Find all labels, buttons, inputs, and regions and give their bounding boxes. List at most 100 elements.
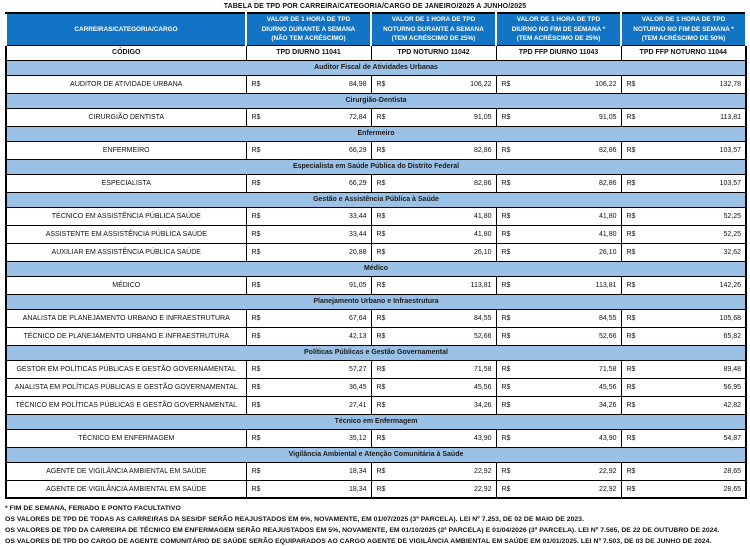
cargo-label: CIRURGIÃO DENTISTA	[5, 107, 247, 127]
code-tpd-ffp-diurno: TPD FFP DIURNO 11043	[495, 44, 622, 61]
value-cell: R$ 89,48	[620, 359, 747, 379]
cargo-label: AGENTE DE VIGILÂNCIA AMBIENTAL EM SAÚDE	[5, 479, 247, 499]
currency-symbol: R$	[626, 383, 636, 391]
value-cell: R$ 71,58	[495, 359, 622, 379]
value-cell: R$ 84,55	[370, 308, 497, 328]
currency-symbol: R$	[626, 146, 636, 154]
currency-symbol: R$	[251, 332, 261, 340]
cargo-label: ANALISTA DE PLANEJAMENTO URBANO E INFRAE…	[5, 308, 247, 328]
amount: 42,13	[348, 332, 367, 340]
value-cell: R$ 54,87	[620, 428, 747, 448]
currency-symbol: R$	[251, 281, 261, 289]
amount: 45,56	[598, 383, 617, 391]
amount: 18,34	[348, 485, 367, 493]
cargo-label: TÉCNICO EM ASSISTÊNCIA PÚBLICA SAÚDE	[5, 206, 247, 226]
currency-symbol: R$	[501, 434, 511, 442]
amount: 113,81	[470, 281, 492, 289]
currency-symbol: R$	[376, 434, 386, 442]
amount: 33,44	[348, 212, 367, 220]
value-cell: R$ 43,90	[495, 428, 622, 448]
code-tpd-ffp-noturno: TPD FFP NOTURNO 11044	[620, 44, 747, 61]
currency-symbol: R$	[501, 467, 511, 475]
table-row: ANALISTA DE PLANEJAMENTO URBANO E INFRAE…	[5, 308, 747, 328]
amount: 105,68	[719, 314, 741, 322]
currency-symbol: R$	[376, 230, 386, 238]
section-title: Gestão e Assistência Pública à Saúde	[5, 191, 747, 208]
section-band-row: Vigilância Ambiental e Atenção Comunitár…	[5, 446, 747, 463]
amount: 45,56	[473, 383, 492, 391]
amount: 36,45	[348, 383, 367, 391]
value-cell: R$ 66,29	[245, 173, 372, 193]
table-row: ESPECIALISTA R$ 66,29 R$ 82,86 R$ 82,86 R$ 103,5…	[5, 173, 747, 193]
amount: 142,26	[719, 281, 741, 289]
currency-symbol: R$	[501, 212, 511, 220]
currency-symbol: R$	[626, 179, 636, 187]
col-header-carreiras: CARREIRAS/CATEGORIA/CARGO	[5, 11, 247, 46]
amount: 22,92	[598, 467, 617, 475]
cargo-label: ANALISTA EM POLÍTICAS PÚBLICAS E GESTÃO …	[5, 377, 247, 397]
value-cell: R$ 103,57	[620, 173, 747, 193]
amount: 43,90	[473, 434, 492, 442]
col-header-diurno-semana: VALOR DE 1 HORA DE TPD DIURNO DURANTE A …	[245, 11, 372, 46]
code-tpd-noturno: TPD NOTURNO 11042	[370, 44, 497, 61]
cargo-label: ASSISTENTE EM ASSISTÊNCIA PÚBLICA SAÚDE	[5, 224, 247, 244]
amount: 103,57	[719, 179, 741, 187]
col-header-diurno-fds: VALOR DE 1 HORA DE TPD DIURNO NO FIM DE …	[495, 11, 622, 46]
amount: 91,05	[348, 281, 367, 289]
value-cell: R$ 22,92	[495, 479, 622, 499]
currency-symbol: R$	[501, 80, 511, 88]
value-cell: R$ 41,80	[495, 206, 622, 226]
section-title: Políticas Públicas e Gestão Governamenta…	[5, 344, 747, 361]
value-cell: R$ 113,81	[620, 107, 747, 127]
section-band-row: Enfermeiro	[5, 125, 747, 142]
amount: 132,78	[719, 80, 741, 88]
table-row: TÉCNICO DE PLANEJAMENTO URBANO E INFRAES…	[5, 326, 747, 346]
table-row: AUXILIAR EM ASSISTÊNCIA PÚBLICA SAÚDE R$ 2…	[5, 242, 747, 262]
value-cell: R$ 22,92	[370, 479, 497, 499]
currency-symbol: R$	[376, 146, 386, 154]
value-cell: R$ 26,10	[370, 242, 497, 262]
amount: 28,65	[723, 485, 741, 493]
section-title: Enfermeiro	[5, 125, 747, 142]
amount: 65,82	[723, 332, 741, 340]
currency-symbol: R$	[501, 332, 511, 340]
value-cell: R$ 34,26	[495, 395, 622, 415]
amount: 34,26	[598, 401, 617, 409]
value-cell: R$ 36,45	[245, 377, 372, 397]
amount: 54,87	[723, 434, 741, 442]
currency-symbol: R$	[501, 485, 511, 493]
value-cell: R$ 82,86	[370, 140, 497, 160]
amount: 52,25	[723, 230, 741, 238]
amount: 82,86	[598, 179, 617, 187]
currency-symbol: R$	[626, 248, 636, 256]
currency-symbol: R$	[501, 113, 511, 121]
value-cell: R$ 106,22	[370, 74, 497, 94]
cargo-label: TÉCNICO EM POLÍTICAS PÚBLICAS E GESTÃO G…	[5, 395, 247, 415]
cargo-label: MÉDICO	[5, 275, 247, 295]
currency-symbol: R$	[626, 434, 636, 442]
amount: 91,05	[598, 113, 617, 121]
amount: 67,64	[348, 314, 367, 322]
currency-symbol: R$	[251, 212, 261, 220]
section-band-row: Gestão e Assistência Pública à Saúde	[5, 191, 747, 208]
amount: 22,92	[598, 485, 617, 493]
value-cell: R$ 22,92	[370, 461, 497, 481]
amount: 89,48	[723, 365, 741, 373]
amount: 82,86	[473, 179, 492, 187]
currency-symbol: R$	[626, 467, 636, 475]
code-row: CÓDIGO TPD DIURNO 11041 TPD NOTURNO 1104…	[5, 44, 747, 61]
value-cell: R$ 84,55	[495, 308, 622, 328]
value-cell: R$ 33,44	[245, 206, 372, 226]
currency-symbol: R$	[376, 80, 386, 88]
footnote-fim-de-semana: * FIM DE SEMANA, FERIADO E PONTO FACULTA…	[5, 505, 181, 513]
table-row: CIRURGIÃO DENTISTA R$ 72,84 R$ 91,05 R$ 91,05 R…	[5, 107, 747, 127]
value-cell: R$ 103,57	[620, 140, 747, 160]
currency-symbol: R$	[251, 80, 261, 88]
amount: 113,81	[595, 281, 617, 289]
value-cell: R$ 113,81	[495, 275, 622, 295]
value-cell: R$ 45,56	[495, 377, 622, 397]
currency-symbol: R$	[626, 365, 636, 373]
value-cell: R$ 52,66	[495, 326, 622, 346]
section-band-row: Políticas Públicas e Gestão Governamenta…	[5, 344, 747, 361]
currency-symbol: R$	[251, 146, 261, 154]
